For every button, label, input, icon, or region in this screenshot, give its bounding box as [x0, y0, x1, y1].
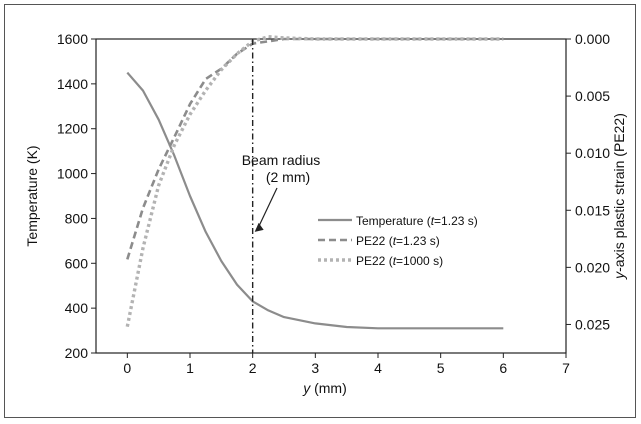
- y-left-tick-label: 600: [65, 255, 89, 271]
- y-left-tick-label: 1400: [57, 76, 88, 92]
- y-right-tick-label: 0.020: [575, 259, 610, 275]
- annotation-layer: Beam radius(2 mm): [242, 39, 321, 353]
- legend-time-variable: t: [393, 234, 397, 248]
- plot-area-border: [95, 38, 567, 354]
- series-line-1: [126, 71, 504, 330]
- y-right-axis-rest: -axis plastic strain (PE22): [611, 113, 627, 272]
- x-tick-label: 7: [562, 360, 570, 376]
- x-axis-unit: (mm): [310, 380, 347, 396]
- y-right-tick-label: 0.000: [575, 31, 610, 47]
- y-right-axis-variable: y: [611, 271, 627, 280]
- x-tick-label: 2: [249, 360, 257, 376]
- x-axis-variable: y: [302, 380, 311, 396]
- annotation-line1: Beam radius: [242, 152, 321, 168]
- legend-time-value: =1000 s): [396, 254, 443, 268]
- legend-label-2: PE22 (t=1.23 s): [356, 234, 440, 248]
- y-left-axis-label: Temperature (K): [24, 145, 40, 246]
- legend-time-value: =1.23 s): [396, 234, 440, 248]
- ticks: 0 1 2 3 4 5 6 7 200 400 600 800 1000 1200 1400 1600 0.00…: [57, 31, 610, 376]
- y-right-tick-label: 0.010: [575, 145, 610, 161]
- legend: Temperature (t=1.23 s)PE22 (t=1.23 s)PE2…: [318, 214, 478, 268]
- annotation-arrow-head: [254, 222, 264, 232]
- y-right-tick-label: 0.025: [575, 316, 610, 332]
- legend-time-value: =1.23 s): [434, 214, 478, 228]
- x-tick-label: 1: [186, 360, 194, 376]
- legend-series-name: PE22 (: [356, 234, 393, 248]
- chart-frame: 0 1 2 3 4 5 6 7 200 400 600 800 1000 1200 1400 1600 0.00…: [4, 4, 636, 418]
- annotation-line2: (2 mm): [266, 169, 310, 185]
- legend-series-name: PE22 (: [356, 254, 393, 268]
- y-left-tick-label: 1200: [57, 121, 88, 137]
- x-axis-label: y (mm): [302, 380, 347, 396]
- x-tick-label: 3: [311, 360, 319, 376]
- x-tick-label: 4: [374, 360, 382, 376]
- x-tick-label: 5: [437, 360, 445, 376]
- legend-time-variable: t: [431, 214, 435, 228]
- y-right-axis-label: y-axis plastic strain (PE22): [611, 113, 627, 280]
- annotation-arrow-shaft: [257, 187, 278, 230]
- y-right-tick-label: 0.005: [575, 88, 610, 104]
- axis-labels: y (mm)Temperature (K)y-axis plastic stra…: [24, 113, 627, 396]
- legend-series-name: Temperature (: [356, 214, 431, 228]
- y-right-tick-label: 0.015: [575, 202, 610, 218]
- y-left-tick-label: 1600: [57, 31, 88, 47]
- y-left-tick-label: 1000: [57, 166, 88, 182]
- series-layer: [125, 35, 504, 330]
- axes: [95, 38, 567, 354]
- legend-time-variable: t: [393, 254, 397, 268]
- x-tick-label: 6: [499, 360, 507, 376]
- y-left-tick-label: 400: [65, 300, 89, 316]
- legend-label-1: Temperature (t=1.23 s): [356, 214, 478, 228]
- y-left-tick-label: 800: [65, 210, 89, 226]
- chart: 0 1 2 3 4 5 6 7 200 400 600 800 1000 1200 1400 1600 0.00…: [24, 31, 627, 396]
- x-tick-label: 0: [123, 360, 131, 376]
- y-left-tick-label: 200: [65, 345, 89, 361]
- legend-label-3: PE22 (t=1000 s): [356, 254, 443, 268]
